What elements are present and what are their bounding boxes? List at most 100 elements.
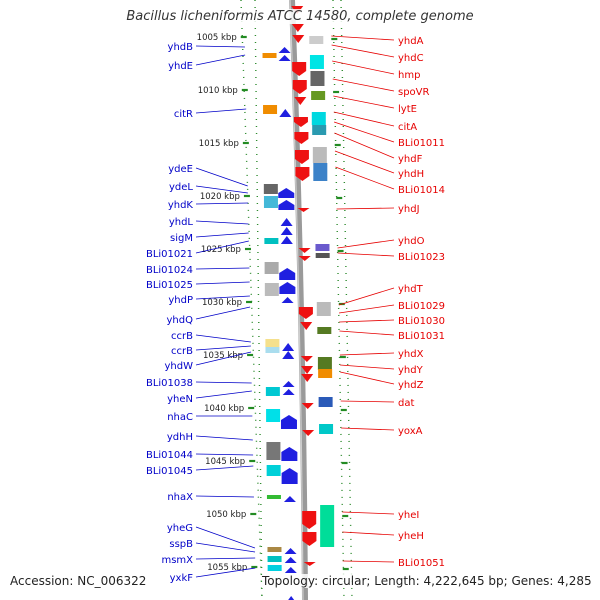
right-gene[interactable]: BLi01030 — [339, 316, 445, 327]
left-gene[interactable]: yhdK — [168, 200, 249, 211]
left-gene[interactable]: BLi01045 — [146, 465, 254, 477]
left-gene-label[interactable]: nhaC — [167, 412, 193, 423]
right-gene[interactable]: hmp — [332, 60, 420, 81]
left-gene[interactable]: nhaX — [167, 492, 254, 503]
left-gene-label[interactable]: ccrB — [171, 331, 193, 342]
left-gene[interactable]: BLi01038 — [146, 378, 252, 389]
left-gene[interactable]: sspB — [169, 539, 256, 553]
right-gene[interactable]: BLi01014 — [335, 166, 445, 196]
left-gene-label[interactable]: yhdB — [168, 42, 194, 53]
right-gene[interactable]: yhdT — [338, 284, 424, 306]
left-gene-label[interactable]: ydhH — [167, 432, 193, 443]
left-gene-label[interactable]: yheN — [167, 394, 193, 405]
left-gene-label[interactable]: BLi01024 — [146, 265, 193, 276]
left-gene-label[interactable]: ydeE — [168, 164, 193, 175]
left-gene-label[interactable]: BLi01038 — [146, 378, 193, 389]
left-gene-label[interactable]: msmX — [161, 555, 193, 566]
right-gene-label[interactable]: yhdY — [398, 365, 424, 376]
right-gene-label[interactable]: yhdC — [398, 53, 424, 64]
left-gene-label[interactable]: ydeL — [169, 182, 193, 193]
right-gene-label[interactable]: lytE — [398, 104, 417, 115]
left-gene[interactable]: ydhH — [167, 432, 253, 443]
right-gene-label[interactable]: BLi01011 — [398, 138, 445, 149]
left-gene[interactable]: yxkF — [170, 567, 256, 584]
right-gene[interactable]: citA — [333, 111, 417, 133]
right-gene-label[interactable]: yhdF — [398, 154, 423, 165]
left-gene[interactable]: BLi01044 — [146, 450, 254, 461]
right-gene[interactable]: yhdZ — [340, 371, 424, 391]
left-gene-label[interactable]: yhdE — [168, 61, 193, 72]
right-gene[interactable]: yoxA — [341, 426, 423, 437]
right-gene[interactable]: yhdC — [331, 44, 424, 64]
right-gene[interactable]: yhdX — [339, 349, 424, 360]
right-gene[interactable]: yhdY — [340, 364, 424, 376]
right-gene[interactable]: yhdJ — [336, 204, 420, 215]
left-gene[interactable]: yheG — [167, 523, 256, 549]
left-gene-label[interactable]: yhdW — [165, 361, 194, 372]
right-gene-label[interactable]: yhdH — [398, 169, 424, 180]
right-gene[interactable]: yheH — [342, 531, 424, 542]
right-gene-label[interactable]: yoxA — [398, 426, 423, 437]
left-gene-label[interactable]: BLi01021 — [146, 249, 193, 260]
left-gene-label[interactable]: BLi01044 — [146, 450, 193, 461]
right-gene-label[interactable]: citA — [398, 122, 417, 133]
right-gene-label[interactable]: BLi01031 — [398, 331, 445, 342]
right-gene[interactable]: BLi01051 — [342, 558, 445, 569]
right-gene-label[interactable]: hmp — [398, 70, 420, 81]
right-gene-label[interactable]: BLi01014 — [398, 185, 445, 196]
right-gene[interactable]: BLi01023 — [337, 252, 445, 263]
right-gene-label[interactable]: BLi01023 — [398, 252, 445, 263]
right-gene[interactable]: BLi01029 — [338, 301, 445, 314]
right-gene-label[interactable]: BLi01030 — [398, 316, 445, 327]
left-gene[interactable]: yhdW — [165, 351, 252, 372]
left-gene[interactable]: ccrB — [171, 331, 251, 343]
left-gene-label[interactable]: sspB — [169, 539, 193, 550]
left-gene-label[interactable]: citR — [174, 109, 193, 120]
right-gene[interactable]: yhdO — [337, 236, 425, 249]
right-gene-label[interactable]: yhdA — [398, 36, 424, 47]
right-gene-label[interactable]: yhdJ — [398, 204, 420, 215]
left-gene[interactable]: BLi01025 — [146, 280, 250, 291]
left-gene[interactable]: ydeE — [168, 164, 248, 187]
left-gene[interactable]: ydeL — [169, 182, 248, 194]
left-gene-label[interactable]: yhdP — [168, 295, 193, 306]
left-gene[interactable]: yhdE — [168, 54, 246, 72]
left-gene[interactable]: yhdB — [168, 42, 245, 53]
left-gene[interactable]: nhaC — [167, 412, 253, 423]
left-gene[interactable]: BLi01024 — [146, 265, 250, 276]
left-gene[interactable]: yhdL — [169, 217, 249, 228]
left-gene[interactable]: msmX — [161, 555, 256, 566]
left-gene-label[interactable]: yheG — [167, 523, 193, 534]
right-gene-label[interactable]: spoVR — [398, 87, 430, 98]
right-gene[interactable]: BLi01011 — [333, 121, 445, 149]
left-gene-label[interactable]: BLi01025 — [146, 280, 193, 291]
right-gene[interactable]: lytE — [333, 95, 417, 115]
right-gene-label[interactable]: yheH — [398, 531, 424, 542]
right-gene-label[interactable]: dat — [398, 398, 414, 409]
left-gene[interactable]: yhdQ — [167, 306, 251, 326]
left-gene-label[interactable]: yhdL — [169, 217, 194, 228]
right-gene[interactable]: BLi01031 — [339, 330, 445, 342]
left-gene-label[interactable]: BLi01045 — [146, 466, 193, 477]
right-gene[interactable]: yhdF — [334, 132, 423, 165]
right-gene[interactable]: yhdA — [331, 35, 424, 47]
right-gene[interactable]: dat — [340, 398, 415, 409]
left-gene-label[interactable]: ccrB — [171, 346, 193, 357]
left-gene-label[interactable]: nhaX — [167, 492, 193, 503]
right-gene-label[interactable]: BLi01051 — [398, 558, 445, 569]
right-gene[interactable]: yheI — [342, 510, 419, 521]
right-gene-label[interactable]: yhdZ — [398, 380, 424, 391]
right-gene[interactable]: spoVR — [332, 78, 430, 98]
left-gene[interactable]: yhdP — [168, 295, 250, 306]
left-gene[interactable]: sigM — [170, 232, 249, 244]
right-gene-label[interactable]: yhdT — [398, 284, 424, 295]
left-gene[interactable]: yheN — [167, 390, 252, 405]
left-gene[interactable]: BLi01021 — [146, 240, 249, 260]
left-gene-label[interactable]: yhdK — [168, 200, 194, 211]
right-gene-label[interactable]: BLi01029 — [398, 301, 445, 312]
right-gene-label[interactable]: yhdO — [398, 236, 425, 247]
right-gene-label[interactable]: yhdX — [398, 349, 424, 360]
right-gene[interactable]: yhdH — [334, 150, 424, 180]
left-gene-label[interactable]: sigM — [170, 233, 193, 244]
right-gene-label[interactable]: yheI — [398, 510, 419, 521]
